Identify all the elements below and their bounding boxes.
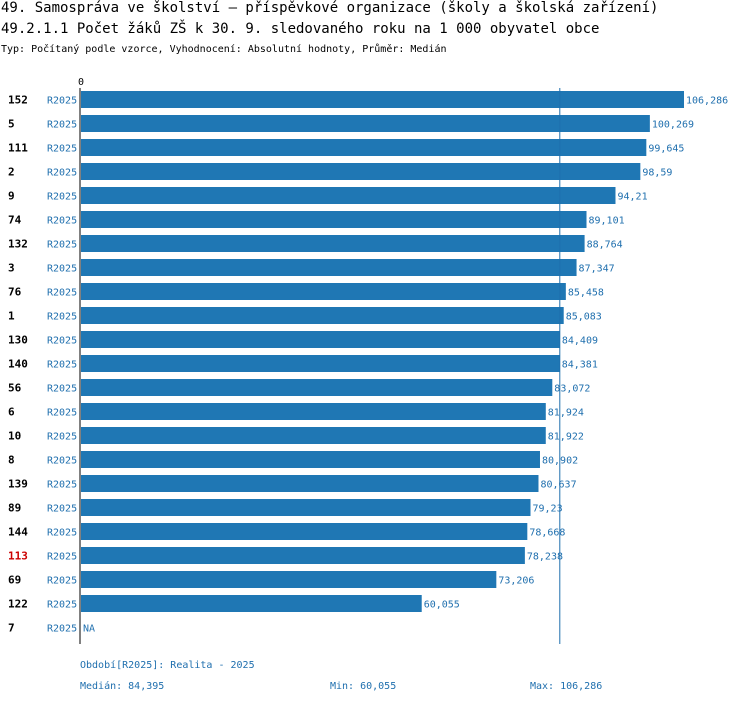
value-label: 88,764 [587, 240, 623, 251]
series-label: R2025 [47, 624, 77, 635]
value-label: 99,645 [648, 144, 684, 155]
value-label: 89,101 [589, 216, 625, 227]
median-label: Medián: 84,395 [80, 681, 165, 692]
bar [81, 331, 560, 348]
series-label: R2025 [47, 240, 77, 251]
series-label: R2025 [47, 120, 77, 131]
value-label: 80,637 [540, 480, 576, 491]
series-label: R2025 [47, 216, 77, 227]
value-label: 79,23 [533, 504, 563, 515]
category-label: 139 [8, 478, 28, 491]
bar-chart: 0 152 R2025 106,286 5 R2025 100,269 111 R2025 99,… [8, 77, 728, 644]
bar [81, 91, 684, 108]
max-label: Max: 106,286 [530, 681, 603, 692]
bar [81, 571, 497, 588]
category-label: 130 [8, 334, 28, 347]
category-label: 113 [8, 550, 28, 563]
value-label: 83,072 [554, 384, 590, 395]
category-label: 89 [8, 502, 21, 515]
series-label: R2025 [47, 528, 77, 539]
bar [81, 499, 531, 516]
value-label: 81,924 [548, 408, 584, 419]
category-label: 122 [8, 598, 28, 611]
category-label: 111 [8, 142, 28, 155]
category-label: 6 [8, 406, 15, 419]
bar [81, 475, 539, 492]
bar [81, 595, 422, 612]
value-label: 100,269 [652, 120, 694, 131]
category-label: 69 [8, 574, 21, 587]
category-label: 7 [8, 622, 15, 635]
bar [81, 451, 540, 468]
value-label: 81,922 [548, 432, 584, 443]
series-label: R2025 [47, 288, 77, 299]
series-label: R2025 [47, 192, 77, 203]
category-label: 10 [8, 430, 21, 443]
value-label: 87,347 [579, 264, 615, 275]
category-label: 56 [8, 382, 22, 395]
series-label: R2025 [47, 600, 77, 611]
series-label: R2025 [47, 96, 77, 107]
value-label: 85,458 [568, 288, 604, 299]
chart-title: 49. Samospráva ve školství – příspěvkové… [1, 0, 659, 16]
category-label: 74 [8, 214, 22, 227]
category-label: 132 [8, 238, 28, 251]
category-label: 144 [8, 526, 28, 539]
bar [81, 163, 641, 180]
category-label: 2 [8, 166, 15, 179]
bar [81, 547, 525, 564]
series-label: R2025 [47, 576, 77, 587]
bar [81, 259, 577, 276]
period-label: Období[R2025]: Realita - 2025 [80, 660, 255, 671]
value-label: 84,381 [562, 360, 598, 371]
series-label: R2025 [47, 384, 77, 395]
bar [81, 523, 528, 540]
value-label: NA [83, 624, 95, 635]
value-label: 84,409 [562, 336, 598, 347]
bar [81, 283, 566, 300]
bar [81, 427, 546, 444]
category-label: 5 [8, 118, 15, 131]
bar [81, 379, 553, 396]
category-label: 8 [8, 454, 15, 467]
series-label: R2025 [47, 552, 77, 563]
series-label: R2025 [47, 360, 77, 371]
series-label: R2025 [47, 312, 77, 323]
category-label: 152 [8, 94, 28, 107]
bar [81, 139, 647, 156]
value-label: 98,59 [642, 168, 672, 179]
chart-type-line: Typ: Počítaný podle vzorce, Vyhodnocení:… [1, 44, 447, 55]
series-label: R2025 [47, 168, 77, 179]
bar [81, 355, 560, 372]
value-label: 85,083 [566, 312, 602, 323]
series-label: R2025 [47, 408, 77, 419]
bar [81, 115, 650, 132]
value-label: 78,238 [527, 552, 563, 563]
bar [81, 211, 587, 228]
series-label: R2025 [47, 144, 77, 155]
min-label: Min: 60,055 [330, 681, 397, 692]
category-label: 3 [8, 262, 15, 275]
value-label: 78,668 [529, 528, 565, 539]
series-label: R2025 [47, 336, 77, 347]
value-label: 73,206 [498, 576, 534, 587]
category-label: 1 [8, 310, 15, 323]
value-label: 106,286 [686, 96, 728, 107]
bar [81, 187, 616, 204]
bar [81, 307, 564, 324]
series-label: R2025 [47, 432, 77, 443]
x-tick-label: 0 [78, 77, 84, 88]
series-label: R2025 [47, 456, 77, 467]
series-label: R2025 [47, 264, 77, 275]
category-label: 9 [8, 190, 15, 203]
chart-subtitle: 49.2.1.1 Počet žáků ZŠ k 30. 9. sledovan… [1, 21, 600, 37]
series-label: R2025 [47, 504, 77, 515]
value-label: 60,055 [424, 600, 460, 611]
series-label: R2025 [47, 480, 77, 491]
category-label: 140 [8, 358, 28, 371]
bar [81, 235, 585, 252]
bar [81, 403, 546, 420]
category-label: 76 [8, 286, 22, 299]
value-label: 94,21 [617, 192, 647, 203]
